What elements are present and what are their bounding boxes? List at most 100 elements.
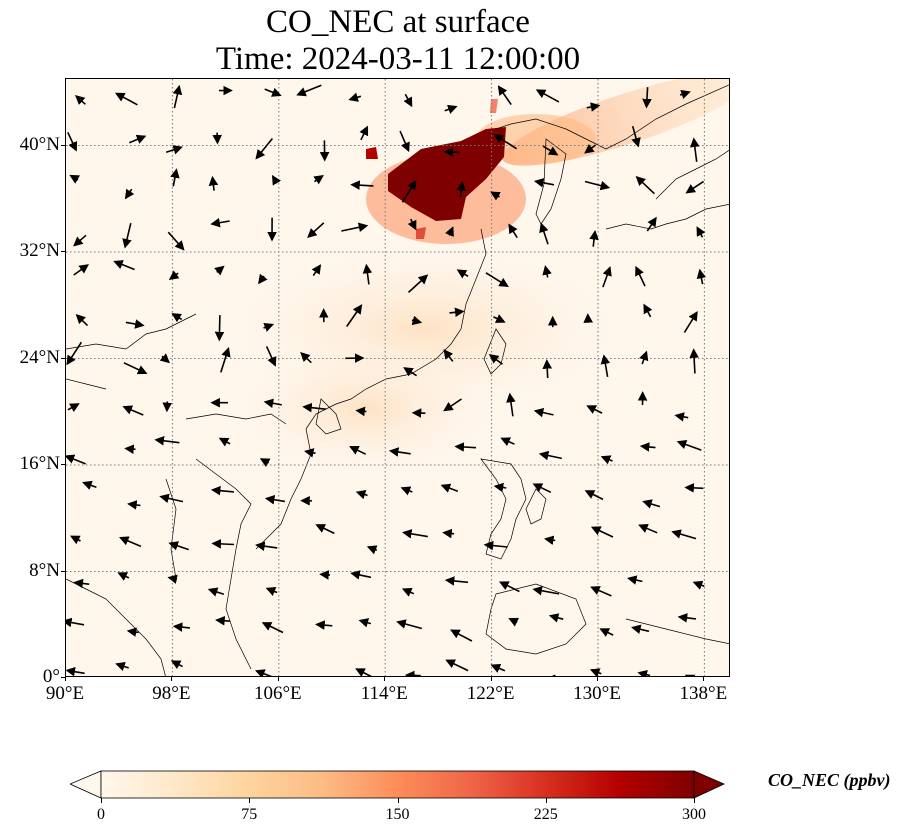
wind-vector-arrow bbox=[407, 274, 429, 293]
x-tick-label: 114°E bbox=[360, 683, 408, 704]
wind-vector-arrow bbox=[170, 168, 180, 187]
wind-vector-arrow bbox=[440, 483, 459, 493]
wind-vector-arrow bbox=[302, 402, 326, 413]
wind-vector-arrow bbox=[355, 406, 367, 417]
wind-vector-arrow bbox=[444, 576, 469, 586]
gridlines bbox=[66, 79, 729, 676]
wind-vector-arrow bbox=[215, 615, 230, 626]
wind-vector-arrow bbox=[584, 490, 604, 501]
wind-vector-arrow bbox=[66, 617, 85, 628]
y-tick-mark bbox=[61, 144, 65, 146]
wind-vector-arrow bbox=[493, 482, 507, 493]
wind-vector-arrow bbox=[454, 442, 477, 452]
wind-vector-arrow bbox=[497, 85, 512, 106]
wind-vector-arrow bbox=[366, 545, 378, 555]
wind-vector-arrow bbox=[127, 500, 141, 510]
wind-vector-arrow bbox=[210, 217, 230, 228]
wind-vector-arrow bbox=[73, 234, 87, 247]
wind-vector-arrow bbox=[265, 587, 278, 596]
wind-vector-arrow bbox=[119, 536, 142, 548]
x-tick-label: 130°E bbox=[573, 683, 621, 704]
wind-vector-arrow bbox=[122, 405, 144, 416]
wind-vector-arrow bbox=[443, 398, 462, 412]
wind-vector-arrow bbox=[635, 265, 646, 287]
wind-vector-arrow bbox=[444, 104, 458, 114]
wind-vector-arrow bbox=[167, 231, 185, 251]
wind-vector-arrow bbox=[685, 180, 705, 194]
x-tick-mark bbox=[597, 677, 598, 681]
colorbar-tick-label: 75 bbox=[241, 806, 258, 823]
wind-vector-arrow bbox=[692, 580, 705, 590]
wind-vector-arrow bbox=[542, 145, 559, 156]
colorbar bbox=[70, 770, 725, 799]
wind-vector-arrow bbox=[123, 362, 148, 375]
wind-vector-arrow bbox=[304, 448, 316, 458]
wind-vector-arrow bbox=[358, 618, 372, 628]
wind-vector-arrow bbox=[355, 490, 368, 500]
x-tick-mark bbox=[384, 677, 386, 681]
wind-vector-arrow bbox=[350, 570, 372, 580]
x-tick-mark bbox=[277, 677, 279, 681]
colorbar-tick-mark bbox=[545, 798, 547, 803]
map-panel bbox=[65, 78, 730, 677]
wind-vector-arrow bbox=[602, 266, 612, 288]
wind-vector-arrow bbox=[172, 84, 183, 109]
coastlines bbox=[66, 84, 729, 676]
y-tick-label: 40°N bbox=[19, 133, 60, 155]
wind-vector-arrow bbox=[535, 89, 560, 103]
wind-vector-arrow bbox=[259, 458, 271, 468]
wind-vector-arrow bbox=[631, 624, 650, 634]
wind-vector-arrow bbox=[315, 620, 333, 630]
wind-vector-arrow bbox=[265, 346, 277, 367]
wind-vector-arrow bbox=[255, 669, 273, 676]
y-tick-mark bbox=[61, 677, 65, 678]
wind-vector-arrow bbox=[168, 541, 189, 551]
co-concentration-map bbox=[66, 79, 729, 676]
wind-vector-arrow bbox=[445, 226, 454, 237]
colorbar-tick-mark bbox=[694, 798, 695, 803]
wind-vector-arrow bbox=[346, 304, 363, 327]
map-title-line1: CO_NEC at surface bbox=[266, 4, 530, 40]
colorbar-min-extend bbox=[70, 770, 102, 799]
colorbar-tick-label: 300 bbox=[682, 806, 706, 823]
wind-vector-arrow bbox=[172, 622, 190, 632]
wind-vector-arrow bbox=[407, 218, 417, 231]
wind-vector-arrow bbox=[538, 450, 562, 461]
wind-vector-arrow bbox=[589, 230, 599, 247]
wind-vector-arrow bbox=[359, 125, 369, 141]
wind-vector-arrow bbox=[171, 313, 183, 323]
wind-vector-arrow bbox=[362, 263, 373, 285]
wind-vector-arrow bbox=[311, 264, 322, 277]
x-tick-mark bbox=[171, 677, 173, 681]
wind-vector-arrow bbox=[627, 575, 643, 585]
wind-vector-arrow bbox=[402, 529, 428, 539]
wind-vector-arrow bbox=[445, 659, 469, 672]
colorbar-tick-mark bbox=[397, 798, 399, 803]
wind-vector-arrow bbox=[214, 265, 225, 276]
wind-vector-arrow bbox=[639, 350, 649, 365]
wind-vector-arrow bbox=[271, 174, 282, 186]
colorbar-tick-label: 225 bbox=[533, 806, 558, 823]
wind-vector-arrow bbox=[643, 303, 653, 318]
wind-vector-arrow bbox=[125, 319, 145, 329]
wind-vector-arrow bbox=[498, 581, 520, 593]
wind-vector-arrow bbox=[167, 574, 178, 584]
wind-vector-arrow bbox=[584, 180, 611, 191]
wind-vector-arrow bbox=[586, 405, 603, 414]
wind-vector-arrow bbox=[584, 144, 597, 154]
wind-vector-arrow bbox=[443, 147, 460, 157]
wind-vector-arrow bbox=[508, 223, 518, 239]
wind-vector-arrow bbox=[539, 222, 549, 245]
wind-vector-arrow bbox=[207, 587, 225, 597]
wind-vector-arrow bbox=[122, 223, 132, 249]
pollution-plume-bohai bbox=[476, 114, 596, 164]
wind-vector-arrow bbox=[490, 663, 506, 673]
wind-vector-arrow bbox=[490, 191, 501, 201]
wind-vector-arrow bbox=[532, 586, 560, 596]
wind-vector-arrow bbox=[642, 499, 661, 509]
wind-vector-arrow bbox=[165, 145, 183, 155]
wind-vector-arrow bbox=[696, 268, 707, 285]
wind-vector-arrow bbox=[208, 175, 219, 191]
x-tick-mark bbox=[490, 677, 492, 681]
wind-vector-arrow bbox=[500, 437, 515, 447]
